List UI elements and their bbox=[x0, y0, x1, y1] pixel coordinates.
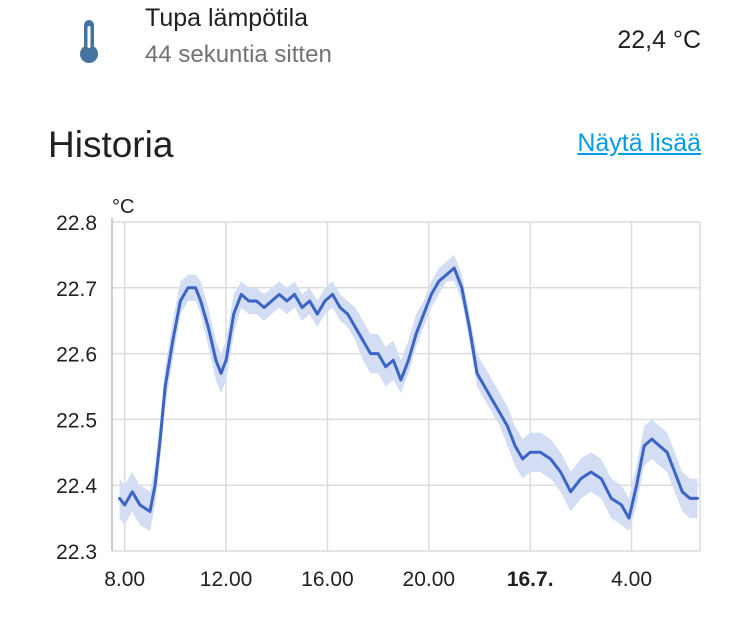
chart-minmax-band-layer bbox=[119, 254, 698, 532]
y-tick-label: 22.7 bbox=[56, 278, 97, 301]
y-axis-unit: °C bbox=[112, 196, 134, 218]
entity-name: Tupa lämpötila bbox=[145, 4, 309, 32]
history-chart[interactable]: 22.8 22.7 22.6 22.5 22.4 22.3 8.00 12.00 16.00 20… bbox=[0, 185, 749, 618]
y-tick-label: 22.3 bbox=[56, 541, 97, 564]
x-tick-label: 20.00 bbox=[403, 568, 456, 591]
x-tick-label: 4.00 bbox=[611, 568, 652, 591]
history-title: Historia bbox=[48, 124, 174, 165]
chart-series-layer bbox=[118, 266, 699, 520]
x-tick-label: 8.00 bbox=[104, 568, 145, 591]
entity-row[interactable]: Tupa lämpötila 44 sekuntia sitten 22,4 °… bbox=[0, 0, 749, 80]
y-tick-label: 22.5 bbox=[56, 409, 97, 432]
x-tick-label: 12.00 bbox=[200, 568, 253, 591]
show-more-link[interactable]: Näytä lisää bbox=[577, 129, 701, 157]
series-minmax-band bbox=[119, 254, 698, 532]
y-tick-label: 22.8 bbox=[56, 212, 97, 235]
entity-state: 22,4 °C bbox=[617, 26, 701, 54]
last-changed-text: 44 sekuntia sitten bbox=[145, 41, 332, 68]
x-tick-label: 16.00 bbox=[301, 568, 354, 591]
y-tick-label: 22.6 bbox=[56, 344, 97, 367]
thermometer-icon bbox=[80, 20, 98, 63]
chart-labels: 22.8 22.7 22.6 22.5 22.4 22.3 8.00 12.00 16.00 20… bbox=[56, 196, 652, 591]
x-tick-label: 16.7. bbox=[507, 568, 554, 591]
series-line bbox=[118, 266, 699, 520]
y-tick-label: 22.4 bbox=[56, 475, 97, 498]
